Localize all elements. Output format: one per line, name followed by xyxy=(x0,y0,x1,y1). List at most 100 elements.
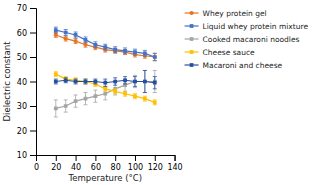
x-tick-mark xyxy=(155,155,156,161)
y-tick-mark xyxy=(30,131,36,132)
point xyxy=(54,107,58,111)
error-bar xyxy=(103,88,107,100)
x-tick-mark xyxy=(115,155,116,161)
point xyxy=(84,80,88,84)
error-bar xyxy=(133,75,137,87)
point xyxy=(54,80,58,84)
x-tick-label: 0 xyxy=(34,163,39,172)
marks xyxy=(54,27,157,117)
x-axis-line xyxy=(37,156,176,162)
x-tick: 120 xyxy=(148,155,163,172)
legend-entry: Cooked macaroni noodles xyxy=(185,35,300,44)
point xyxy=(74,99,78,103)
y-tick-mark xyxy=(30,33,36,34)
error-bar xyxy=(123,79,127,91)
error-bar xyxy=(143,96,147,101)
point xyxy=(64,37,68,41)
error-bar xyxy=(153,70,157,92)
y-tick-mark xyxy=(30,8,36,9)
legend-entry: Macaroni and cheese xyxy=(185,61,283,70)
legend: Whey protein gelLiquid whey protein mixt… xyxy=(185,9,309,70)
legend-marker xyxy=(190,63,194,67)
point xyxy=(153,100,157,104)
point xyxy=(133,94,137,98)
error-bar xyxy=(123,91,127,96)
y-tick-label: 30 xyxy=(17,102,27,111)
x-tick-label: 20 xyxy=(51,163,61,172)
series-line xyxy=(56,35,155,57)
error-bar xyxy=(123,48,127,54)
error-bar xyxy=(64,36,68,41)
y-axis: 10203040506070 xyxy=(17,4,37,160)
point xyxy=(103,45,107,49)
point xyxy=(133,50,137,54)
legend-marker xyxy=(190,37,194,41)
error-bar xyxy=(143,70,147,92)
error-bar xyxy=(113,78,117,85)
legend-label: Cooked macaroni noodles xyxy=(203,35,300,44)
legend-entry: Liquid whey protein mixture xyxy=(185,22,309,31)
error-bar xyxy=(143,70,147,92)
x-tick-label: 60 xyxy=(91,163,101,172)
x-tick-mark xyxy=(95,155,96,161)
point xyxy=(83,43,87,47)
y-tick-mark xyxy=(30,155,36,156)
point xyxy=(123,92,127,96)
y-tick-mark xyxy=(30,82,36,83)
point xyxy=(94,80,98,84)
plot: 02040608010012014010203040506070 xyxy=(17,4,183,172)
error-bar xyxy=(54,79,58,84)
point xyxy=(73,39,77,43)
x-tick: 100 xyxy=(128,155,143,172)
x-axis: 0 20 40 60 80 100 120 140 xyxy=(34,155,183,172)
point xyxy=(153,81,157,85)
point xyxy=(84,97,88,101)
point xyxy=(153,55,157,59)
series xyxy=(54,70,157,92)
series xyxy=(54,33,157,61)
error-bar xyxy=(64,30,68,36)
error-bar xyxy=(133,49,137,55)
y-tick: 30 xyxy=(17,102,36,111)
point xyxy=(74,33,78,37)
x-tick-label: 140 xyxy=(167,163,182,172)
y-tick: 50 xyxy=(17,53,36,62)
point xyxy=(143,51,147,55)
error-bar xyxy=(153,53,157,60)
x-tick: 80 xyxy=(111,155,121,172)
error-bar xyxy=(153,77,157,89)
chart: 02040608010012014010203040506070Temperat… xyxy=(0,0,312,185)
y-tick: 60 xyxy=(17,29,36,38)
legend-label: Liquid whey protein mixture xyxy=(203,22,309,31)
x-tick-mark xyxy=(56,155,57,161)
point xyxy=(143,80,147,84)
point xyxy=(64,104,68,108)
series-line xyxy=(56,74,155,102)
legend-entry: Cheese sauce xyxy=(185,48,256,57)
error-bar xyxy=(83,79,87,84)
series xyxy=(54,72,157,105)
error-bar xyxy=(64,77,68,82)
legend-label: Cheese sauce xyxy=(203,48,256,57)
error-bar xyxy=(83,37,87,43)
point xyxy=(133,80,137,84)
error-bar xyxy=(93,42,97,48)
error-bar xyxy=(74,95,78,107)
y-tick: 70 xyxy=(17,4,36,13)
y-tick-label: 50 xyxy=(17,53,27,62)
y-tick: 20 xyxy=(17,127,36,136)
error-bar xyxy=(103,86,107,91)
error-bar xyxy=(113,47,117,53)
x-axis-title: Temperature (°C) xyxy=(68,173,142,183)
point xyxy=(64,78,68,82)
y-tick-mark xyxy=(30,106,36,107)
legend-label: Macaroni and cheese xyxy=(203,61,283,70)
x-tick-mark xyxy=(135,155,136,161)
x-tick-label: 100 xyxy=(128,163,143,172)
point xyxy=(84,80,88,84)
error-bar xyxy=(64,100,68,112)
error-bar xyxy=(54,27,58,33)
error-bar xyxy=(74,39,78,44)
point xyxy=(123,49,127,53)
x-tick: 40 xyxy=(71,155,81,172)
